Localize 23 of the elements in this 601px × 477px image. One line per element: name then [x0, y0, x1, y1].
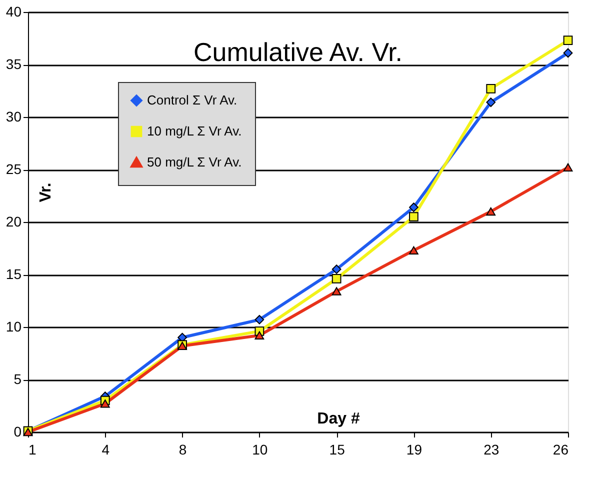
x-tick-label: 19: [406, 442, 422, 458]
y-tick-label: 25: [6, 161, 22, 177]
y-tick-label: 0: [14, 424, 22, 440]
x-axis-title: Day #: [317, 410, 360, 428]
x-tick-label: 4: [102, 442, 110, 458]
y-tick-label: 10: [6, 318, 22, 334]
legend-label: Control Σ Vr Av.: [147, 92, 238, 108]
x-tick-label: 26: [552, 442, 569, 458]
x-tick-label: 23: [484, 442, 500, 458]
y-tick-label: 30: [6, 108, 22, 124]
y-tick-label: 5: [14, 371, 22, 387]
x-tick-label: 1: [28, 442, 36, 458]
text: Cumulative Av. Vr.: [193, 37, 403, 67]
y-tick-label: 15: [6, 266, 22, 282]
legend-label: 50 mg/L Σ Vr Av.: [147, 154, 242, 170]
y-tick-label: 40: [6, 4, 22, 20]
y-axis-title: Vr.: [38, 182, 54, 202]
x-tick-label: 15: [329, 442, 346, 458]
y-tick-label: 35: [6, 56, 22, 72]
y-tick-label: 20: [6, 214, 22, 230]
x-tick-label: 8: [178, 442, 187, 458]
x-tick-label: 10: [252, 442, 268, 458]
legend-label: 10 mg/L Σ Vr Av.: [147, 124, 242, 138]
